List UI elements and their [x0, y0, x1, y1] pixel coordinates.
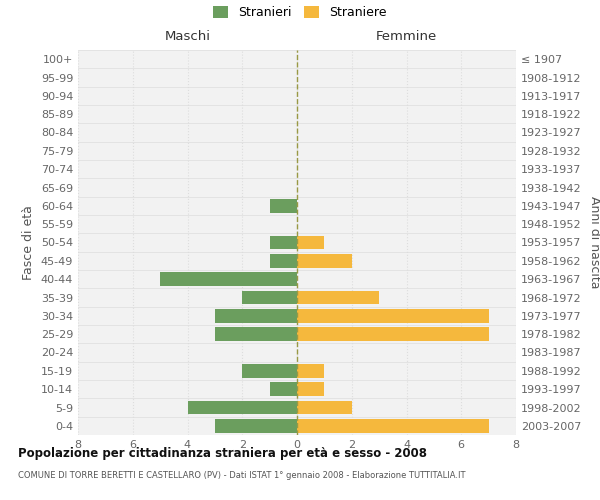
- Bar: [297, 236, 325, 250]
- Bar: [187, 400, 297, 414]
- Text: Femmine: Femmine: [376, 30, 437, 43]
- Y-axis label: Fasce di età: Fasce di età: [22, 205, 35, 280]
- Bar: [297, 382, 325, 396]
- Bar: [242, 364, 297, 378]
- Bar: [215, 328, 297, 341]
- Bar: [242, 290, 297, 304]
- Bar: [269, 236, 297, 250]
- Text: COMUNE DI TORRE BERETTI E CASTELLARO (PV) - Dati ISTAT 1° gennaio 2008 - Elabora: COMUNE DI TORRE BERETTI E CASTELLARO (PV…: [18, 470, 466, 480]
- Bar: [297, 309, 488, 322]
- Bar: [269, 382, 297, 396]
- Bar: [297, 290, 379, 304]
- Y-axis label: Anni di nascita: Anni di nascita: [588, 196, 600, 289]
- Bar: [269, 199, 297, 212]
- Text: Maschi: Maschi: [164, 30, 211, 43]
- Legend: Stranieri, Straniere: Stranieri, Straniere: [213, 6, 387, 19]
- Bar: [160, 272, 297, 286]
- Bar: [215, 309, 297, 322]
- Bar: [297, 419, 488, 432]
- Bar: [297, 254, 352, 268]
- Bar: [269, 254, 297, 268]
- Bar: [297, 364, 325, 378]
- Bar: [215, 419, 297, 432]
- Text: Popolazione per cittadinanza straniera per età e sesso - 2008: Popolazione per cittadinanza straniera p…: [18, 448, 427, 460]
- Bar: [297, 328, 488, 341]
- Bar: [297, 400, 352, 414]
